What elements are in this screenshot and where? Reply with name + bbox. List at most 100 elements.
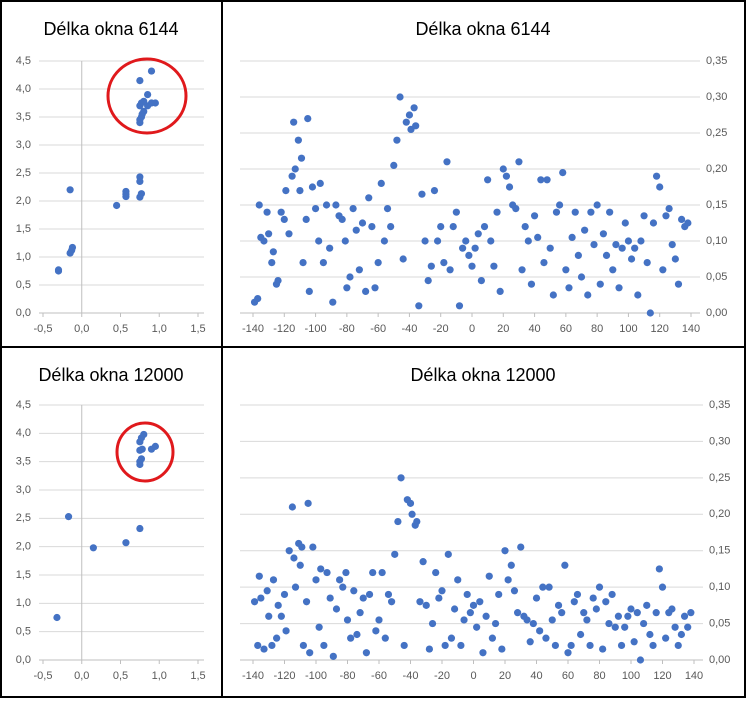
point — [302, 598, 311, 606]
point — [329, 652, 337, 660]
point — [487, 237, 495, 245]
point — [567, 641, 575, 650]
point — [282, 627, 290, 635]
point — [122, 539, 130, 547]
point — [250, 598, 259, 606]
point — [455, 302, 464, 310]
point — [406, 499, 415, 507]
point — [548, 616, 556, 624]
point — [315, 623, 323, 631]
point — [64, 513, 73, 521]
point — [621, 219, 629, 227]
point — [268, 641, 276, 650]
point — [320, 641, 328, 650]
point — [422, 601, 430, 609]
point — [677, 630, 686, 639]
point — [631, 244, 639, 252]
y-tick-label: 0,15 — [706, 199, 727, 211]
point — [269, 576, 278, 584]
point — [684, 219, 692, 227]
point — [343, 284, 351, 292]
point — [574, 251, 582, 259]
panel-border — [0, 0, 223, 348]
point — [646, 309, 654, 317]
point — [552, 208, 561, 216]
point — [428, 619, 437, 628]
point — [377, 179, 385, 187]
point — [53, 613, 61, 622]
point — [291, 583, 300, 591]
point — [558, 609, 566, 617]
point — [282, 187, 290, 195]
point — [443, 158, 451, 166]
point — [583, 616, 591, 624]
x-tick-label: 40 — [530, 670, 542, 682]
point — [584, 291, 592, 299]
point — [633, 609, 641, 617]
point — [254, 641, 262, 650]
point — [391, 550, 399, 558]
point — [372, 627, 380, 635]
point — [306, 649, 314, 657]
point — [546, 244, 554, 252]
point — [399, 255, 407, 263]
point — [144, 91, 152, 99]
panel-border — [221, 0, 746, 348]
point — [521, 223, 529, 231]
point — [540, 259, 548, 267]
x-tick-label: -0,5 — [34, 670, 53, 682]
point — [559, 169, 567, 177]
x-tick-label: -60 — [371, 670, 387, 682]
y-tick-label: 0,5 — [16, 626, 31, 638]
point — [285, 230, 293, 238]
point — [151, 99, 159, 107]
point — [356, 609, 364, 617]
x-tick-label: 80 — [591, 323, 603, 335]
point — [684, 623, 692, 631]
point — [595, 583, 604, 591]
y-tick-label: 2,0 — [16, 195, 31, 207]
y-tick-label: 3,5 — [16, 111, 31, 123]
highlight-circle — [106, 57, 188, 135]
point — [299, 259, 307, 267]
point — [308, 183, 317, 191]
point — [530, 212, 539, 220]
highlight-circle — [115, 421, 175, 483]
point — [498, 645, 506, 653]
point — [298, 543, 306, 551]
point — [502, 172, 511, 180]
point — [384, 590, 393, 599]
point — [268, 259, 276, 267]
point — [473, 623, 481, 631]
point — [332, 605, 341, 613]
point — [350, 587, 358, 595]
point — [606, 208, 614, 216]
point — [656, 183, 664, 191]
point — [505, 183, 514, 191]
point — [518, 266, 526, 274]
point — [54, 266, 63, 274]
point — [437, 223, 445, 231]
point — [542, 634, 550, 642]
y-tick-label: 0,30 — [706, 91, 727, 103]
y-tick-label: 1,5 — [16, 569, 31, 581]
point — [368, 223, 376, 231]
x-tick-label: -80 — [340, 670, 356, 682]
point — [416, 598, 424, 606]
x-tick-label: -100 — [305, 323, 327, 335]
point — [596, 280, 604, 288]
point — [659, 266, 667, 274]
point — [296, 561, 304, 569]
point — [421, 237, 429, 245]
x-tick-label: 1,0 — [152, 323, 167, 335]
point — [326, 594, 334, 602]
x-tick-label: 20 — [497, 323, 509, 335]
point — [543, 176, 551, 184]
point — [309, 543, 317, 551]
point — [412, 122, 420, 130]
point — [539, 583, 547, 591]
y-tick-label: 4,0 — [16, 83, 31, 95]
point — [627, 255, 636, 263]
point — [469, 601, 478, 609]
point — [608, 590, 616, 599]
